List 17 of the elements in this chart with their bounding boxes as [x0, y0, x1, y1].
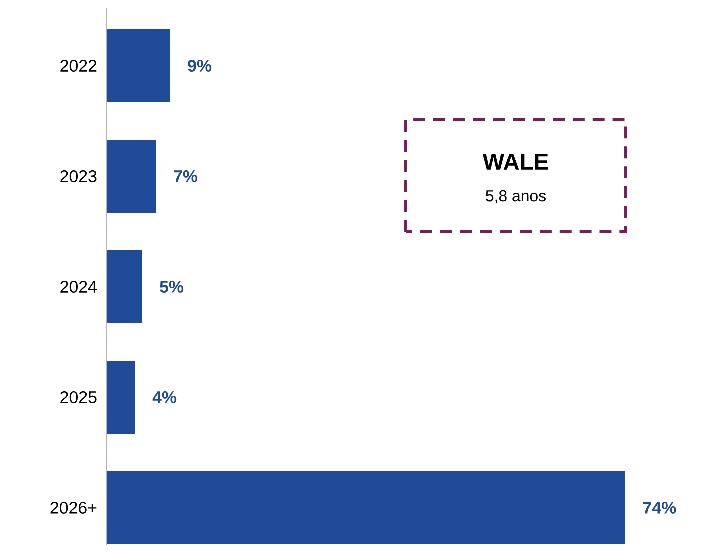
y-tick-label: 2023 [60, 170, 97, 182]
bar [107, 472, 626, 544]
y-tick-label: 2024 [60, 280, 97, 293]
bar [107, 250, 142, 324]
bar [107, 30, 170, 102]
y-tick-label: 2025 [60, 391, 97, 404]
bar [107, 361, 136, 434]
y-tick-label: 2022 [60, 60, 97, 72]
data-label: 74% [644, 502, 676, 514]
y-tick-label: 2026+ [50, 502, 97, 514]
annotation: 5,8 anos [486, 190, 546, 204]
bar [107, 140, 156, 213]
data-label: 4% [152, 392, 177, 404]
data-label: 5% [160, 281, 184, 293]
data-label: 9% [188, 60, 212, 72]
annotation: WALE [482, 154, 548, 170]
data-label: 7% [174, 170, 198, 182]
